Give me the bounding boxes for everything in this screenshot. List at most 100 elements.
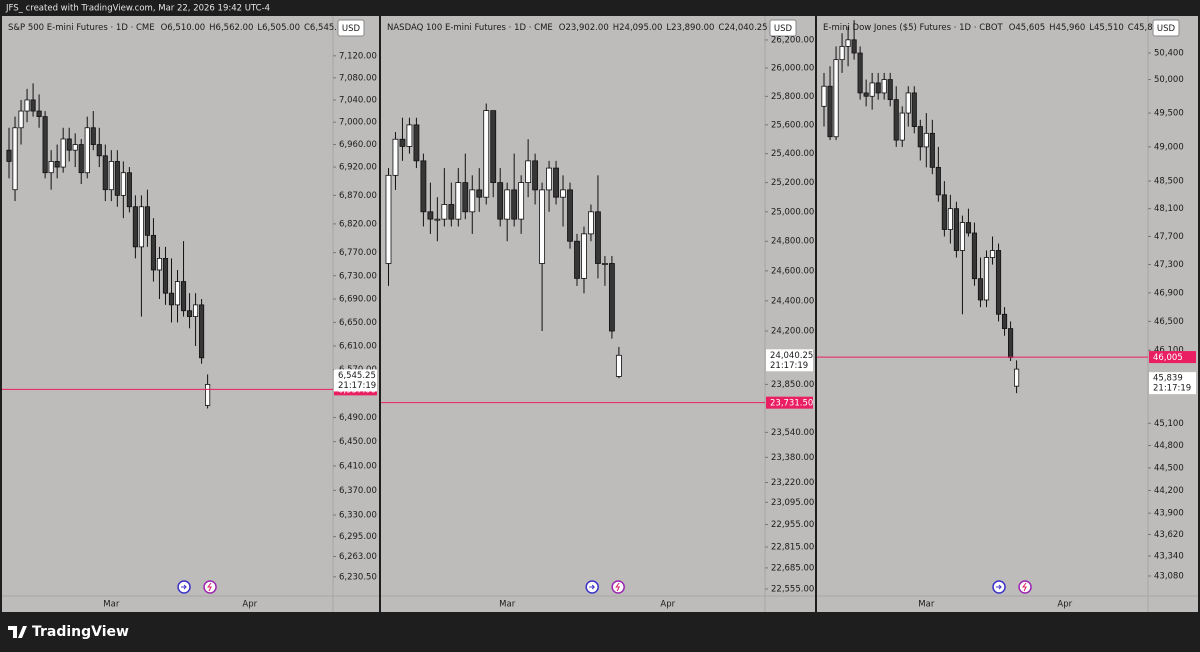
- ohlc-label: H45,960: [1049, 23, 1085, 33]
- candle-body: [168, 292, 175, 306]
- candle-body: [989, 250, 996, 258]
- candle-body: [863, 92, 869, 97]
- candle-body: [929, 132, 935, 168]
- ohlc-label: C45,839: [1128, 23, 1164, 33]
- last-price-label: 6,545.25: [338, 371, 376, 381]
- y-tick-label: 47,700: [1154, 232, 1184, 242]
- y-tick-label: 6,450.00: [339, 437, 377, 447]
- candle-body: [923, 132, 929, 148]
- candle-body: [84, 127, 90, 174]
- header: JFS_ created with TradingView.com, Mar 2…: [5, 4, 270, 14]
- y-tick-label: 22,815.00: [771, 543, 814, 553]
- candle-body: [1008, 328, 1014, 358]
- candle-body: [144, 206, 150, 236]
- ohlc-label: L45,510: [1089, 23, 1123, 33]
- ohlc-label: L6,505.00: [257, 23, 300, 33]
- candle-body: [899, 112, 905, 141]
- chart-legend: NASDAQ 100 E-mini Futures · 1D · CME O23,…: [387, 23, 768, 33]
- x-tick-label: Mar: [103, 600, 120, 610]
- candle-body: [845, 39, 851, 47]
- candle-body: [839, 46, 845, 61]
- candle-body: [114, 161, 120, 196]
- event-icon-glyph: [207, 582, 212, 592]
- candle-body: [553, 167, 559, 198]
- candle-body: [588, 211, 594, 235]
- candle-body: [476, 189, 483, 198]
- candle-body: [448, 204, 455, 220]
- candle-body: [977, 278, 984, 301]
- chart-title: NASDAQ 100 E-mini Futures · 1D · CME: [387, 23, 553, 33]
- y-tick-label: 44,200: [1154, 486, 1184, 496]
- candle-body: [24, 99, 30, 112]
- event-icon-glyph: [181, 584, 187, 590]
- logo-mark: [8, 626, 27, 638]
- y-tick-label: 6,490.00: [339, 413, 377, 423]
- currency-box: [769, 19, 797, 37]
- candle-body: [90, 127, 96, 145]
- ohlc-label: O23,902.00: [559, 23, 609, 33]
- candle-body: [490, 110, 497, 184]
- candle-body: [959, 222, 965, 251]
- countdown: 21:17:19: [770, 361, 808, 371]
- candle-body: [546, 167, 552, 191]
- candle-body: [180, 281, 187, 312]
- candle-body: [48, 161, 54, 174]
- last-price-label: 24,040.25: [770, 351, 813, 361]
- chart-panel: NASDAQ 100 E-mini Futures · 1D · CME O23,…: [381, 16, 815, 612]
- candle-body: [199, 304, 205, 359]
- candle-body: [504, 189, 511, 220]
- candle-body: [965, 222, 972, 234]
- last-price-label: 45,839: [1153, 374, 1183, 384]
- y-tick-label: 46,900: [1154, 288, 1184, 298]
- currency: USD: [1157, 24, 1176, 34]
- candle-body: [881, 79, 887, 94]
- candle-body: [72, 144, 78, 151]
- countdown: 21:17:19: [1153, 384, 1191, 394]
- chart-panel: S&P 500 E-mini Futures · 1D · CME O6,510.…: [2, 16, 379, 612]
- plot-area: [381, 16, 815, 612]
- y-tick-label: 48,500: [1154, 177, 1184, 187]
- candle-body: [150, 234, 157, 271]
- candle-body: [1014, 368, 1020, 387]
- currency-box: [337, 19, 365, 37]
- candle-body: [392, 138, 399, 176]
- candle-body: [525, 160, 532, 184]
- candle-body: [608, 263, 615, 332]
- currency: USD: [774, 24, 793, 34]
- candle-body: [18, 110, 24, 129]
- y-tick-label: 25,000.00: [771, 207, 814, 217]
- candle-body: [132, 206, 138, 248]
- candle-body: [441, 204, 448, 220]
- candle-body: [120, 172, 126, 196]
- candle-body: [455, 182, 462, 220]
- y-tick-label: 24,800.00: [771, 237, 814, 247]
- candle-body: [532, 160, 539, 191]
- chart-legend: S&P 500 E-mini Futures · 1D · CME O6,510.…: [8, 23, 348, 33]
- y-tick-label: 7,120.00: [339, 51, 377, 61]
- y-tick-label: 46,500: [1154, 317, 1184, 327]
- candle-body: [462, 182, 469, 213]
- ohlc-label: C24,040.25: [718, 23, 767, 33]
- y-tick-label: 6,295.00: [339, 532, 377, 542]
- y-tick-label: 6,410.00: [339, 461, 377, 471]
- candle-body: [420, 160, 427, 213]
- candle-body: [399, 138, 406, 147]
- candle-body: [935, 166, 941, 196]
- x-tick-label: Mar: [918, 600, 935, 610]
- y-tick-label: 26,200.00: [771, 35, 814, 45]
- candle-body: [581, 233, 587, 279]
- event-icon-glyph: [1022, 582, 1027, 592]
- candle-body: [893, 99, 899, 141]
- candle-body: [138, 206, 144, 248]
- candle-body: [539, 189, 546, 264]
- candle-body: [96, 144, 102, 157]
- candle-body: [911, 92, 917, 127]
- candle-body: [193, 304, 199, 317]
- y-tick-label: 44,800: [1154, 441, 1184, 451]
- candle-body: [427, 211, 434, 220]
- last-price-box: [1149, 372, 1196, 395]
- candle-body: [205, 384, 211, 406]
- y-tick-label: 49,500: [1154, 109, 1184, 119]
- candle-body: [406, 124, 413, 147]
- candle-body: [30, 99, 36, 112]
